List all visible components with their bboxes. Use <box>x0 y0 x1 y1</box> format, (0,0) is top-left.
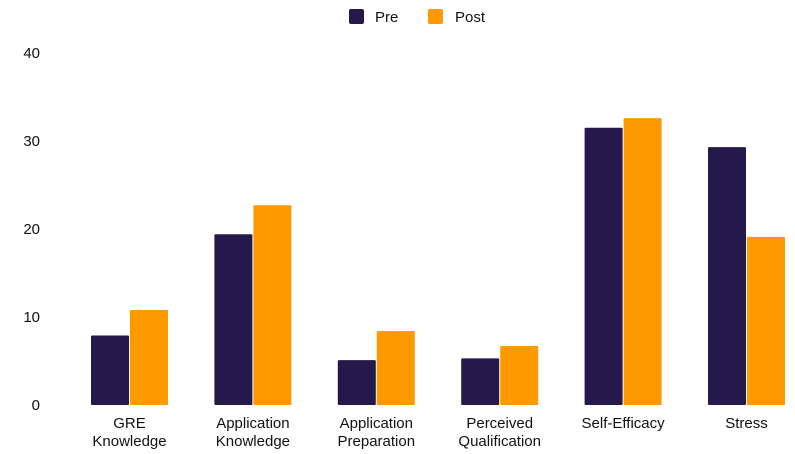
bar-pre <box>584 127 623 406</box>
x-category-label: Stress <box>725 415 768 432</box>
legend-label-post: Post <box>455 9 486 26</box>
y-tick-label: 0 <box>32 397 40 414</box>
bar-pre <box>337 360 376 405</box>
bar-pre <box>91 335 129 405</box>
x-axis: GRE Knowledge Application Knowledge Applicat… <box>92 415 767 450</box>
x-category-label: Application Preparation <box>338 415 416 450</box>
bars <box>91 118 785 406</box>
legend-swatch-post <box>428 9 443 24</box>
bar-pre <box>214 234 253 405</box>
bar-post <box>500 346 539 405</box>
legend: Pre Post <box>349 9 486 26</box>
legend-label-pre: Pre <box>375 9 398 26</box>
bar-post <box>253 205 292 405</box>
y-tick-label: 30 <box>23 133 40 150</box>
y-tick-label: 20 <box>23 221 40 238</box>
x-category-label: Application Knowledge <box>216 415 290 450</box>
bar-pre <box>461 358 500 405</box>
bar-post <box>623 118 662 406</box>
y-tick-label: 40 <box>23 45 40 62</box>
bar-post <box>130 309 168 405</box>
x-category-label: Self-Efficacy <box>582 415 666 432</box>
bar-post <box>376 331 415 405</box>
x-category-label: Perceived Qualification <box>458 415 541 450</box>
bar-post <box>747 236 785 405</box>
bar-pre <box>708 147 746 405</box>
y-tick-label: 10 <box>23 309 40 326</box>
legend-swatch-pre <box>349 9 364 24</box>
x-category-label: GRE Knowledge <box>92 415 166 450</box>
y-axis: 0 10 20 30 40 <box>23 45 40 414</box>
